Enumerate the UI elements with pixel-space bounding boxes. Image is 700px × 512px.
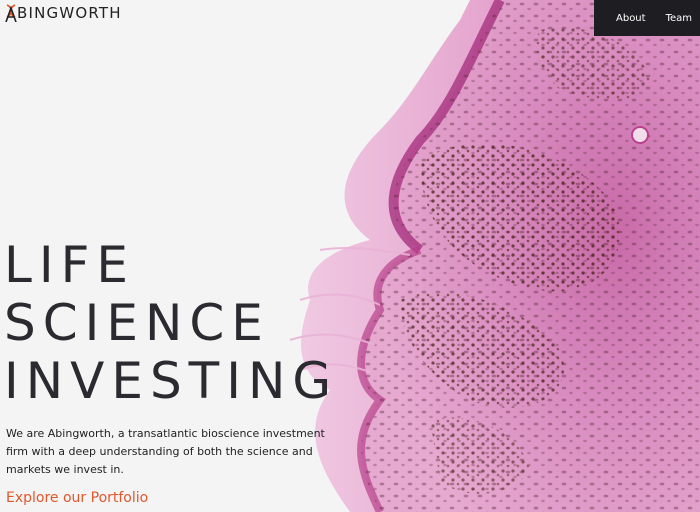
top-nav: About Team bbox=[594, 0, 700, 36]
headline-line-2: SCIENCE bbox=[4, 294, 270, 352]
headline-line-1: LIFE bbox=[4, 236, 135, 294]
dna-logo-icon bbox=[5, 4, 17, 22]
explore-portfolio-link[interactable]: Explore our Portfolio bbox=[6, 490, 149, 506]
logo-wordmark: BINGWORTH bbox=[17, 3, 122, 22]
hero-intro-text: We are Abingworth, a transatlantic biosc… bbox=[6, 427, 325, 476]
nav-item-about[interactable]: About bbox=[616, 12, 646, 24]
abingworth-logo[interactable]: BINGWORTH bbox=[5, 4, 122, 22]
headline-line-3: INVESTING bbox=[4, 352, 339, 410]
nav-item-team[interactable]: Team bbox=[665, 12, 692, 24]
hero-headline: LIFE SCIENCE INVESTING bbox=[4, 236, 338, 410]
